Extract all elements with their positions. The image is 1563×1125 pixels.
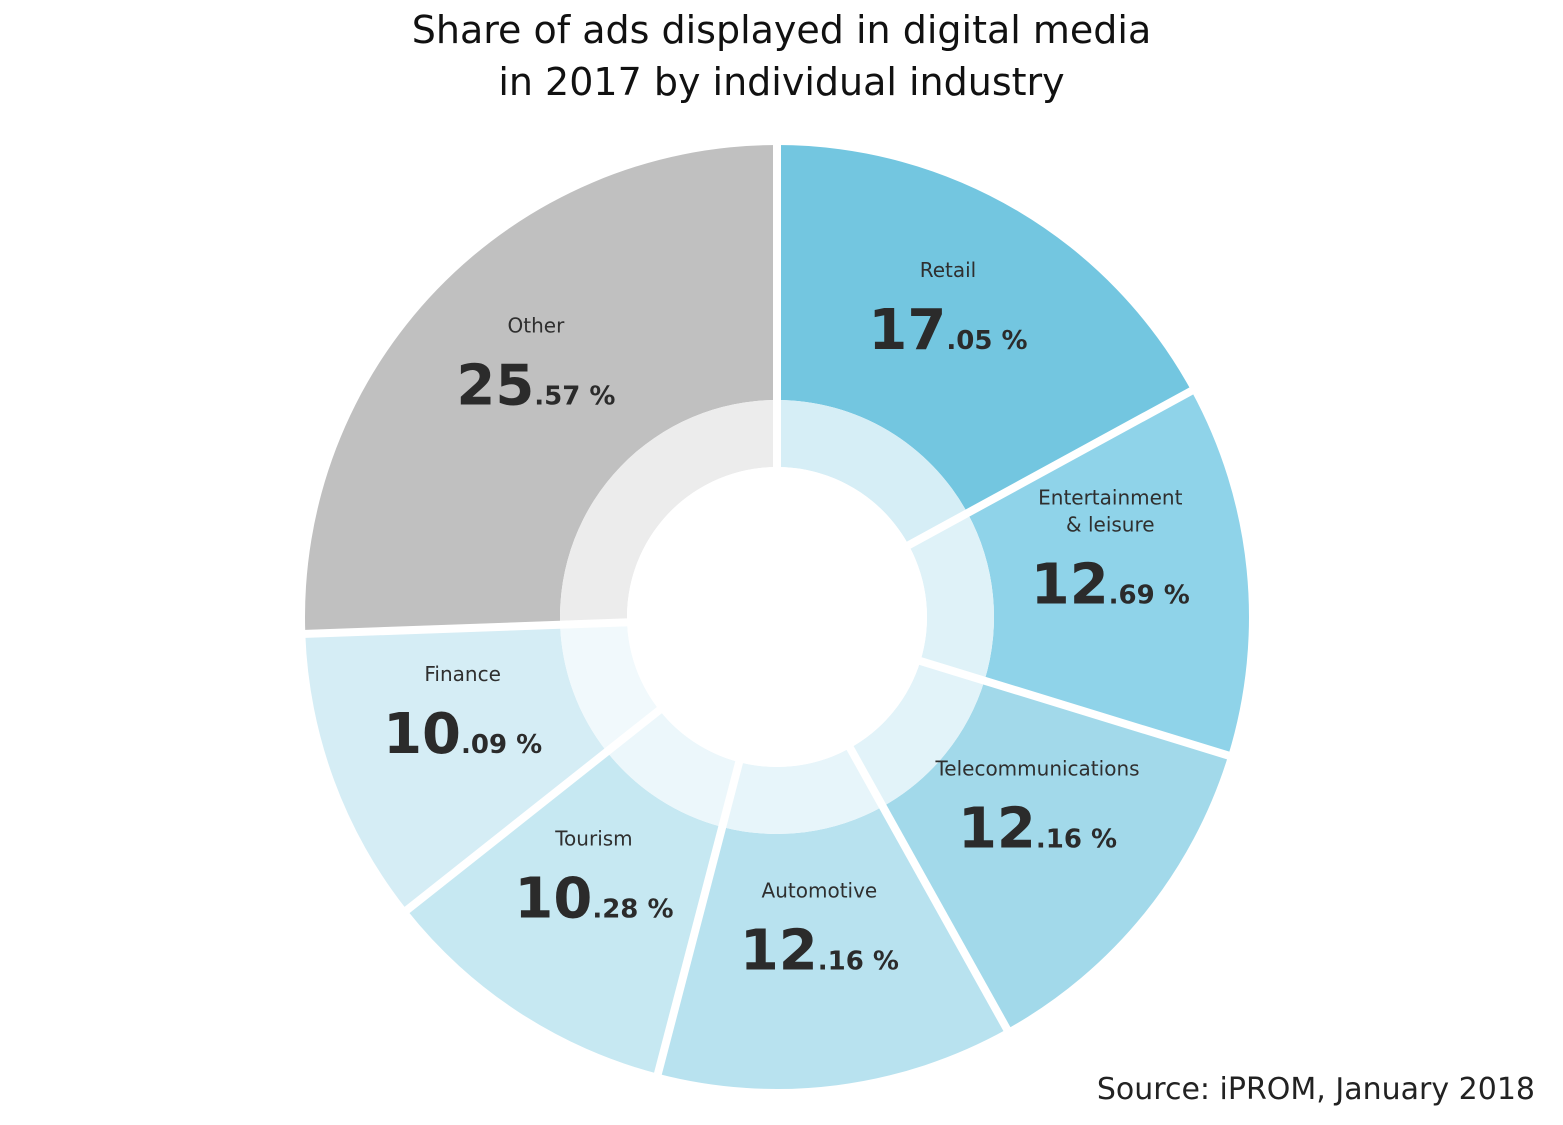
- donut-hole: [627, 467, 927, 767]
- slice-inner-other: [560, 400, 777, 625]
- slice-inner-tourism: [606, 710, 740, 827]
- slice-label-tourism: Tourism: [554, 827, 632, 851]
- slice-separator: [302, 618, 630, 639]
- slice-entertainment-leisure: [908, 390, 1249, 756]
- chart-title-line-1: Share of ads displayed in digital media: [411, 8, 1152, 52]
- slice-outer-tourism: [406, 751, 723, 1074]
- slice-outer-telecommunications: [882, 680, 1229, 1030]
- slice-outer-retail: [777, 145, 1192, 514]
- slice-outer-finance: [305, 624, 607, 911]
- slice-value-finance: 10.09 %: [383, 702, 542, 767]
- slice-inner-telecommunications: [850, 661, 985, 807]
- slice-finance: [305, 622, 660, 911]
- slice-value-telecommunications: 12.16 %: [958, 797, 1117, 862]
- slice-separator: [845, 744, 1012, 1034]
- slice-value-entertainment-leisure: 12.69 %: [1031, 552, 1190, 617]
- slice-inner-retail: [777, 400, 968, 546]
- slice-label-other: Other: [508, 313, 566, 337]
- slice-other: [304, 145, 777, 634]
- slice-separator: [905, 385, 1196, 550]
- slice-label-telecommunications: Telecommunications: [934, 757, 1139, 781]
- slice-separator: [917, 656, 1233, 761]
- slice-telecommunications: [850, 661, 1229, 1030]
- slice-value-other: 25.57 %: [456, 353, 615, 418]
- slice-separator: [653, 759, 744, 1078]
- slice-retail: [777, 145, 1192, 546]
- slice-value-tourism: 10.28 %: [514, 867, 673, 932]
- chart-title-line-2: in 2017 by individual industry: [498, 60, 1065, 104]
- slice-inner-entertainment-leisure: [908, 513, 994, 681]
- slice-value-retail: 17.05 %: [868, 298, 1027, 363]
- slice-outer-other: [304, 145, 777, 634]
- slice-inner-automotive: [722, 747, 883, 834]
- slice-inner-finance: [560, 622, 660, 752]
- slice-label-entertainment-leisure: Entertainment: [1038, 485, 1182, 509]
- slice-label-automotive: Automotive: [762, 878, 878, 902]
- slice-label-finance: Finance: [424, 662, 501, 686]
- slice-separator: [402, 705, 664, 916]
- slice-label-entertainment-leisure: & leisure: [1066, 512, 1155, 536]
- slice-tourism: [406, 710, 740, 1074]
- slice-outer-entertainment-leisure: [967, 390, 1249, 756]
- slice-label-retail: Retail: [920, 258, 977, 282]
- source-note: Source: iPROM, January 2018: [1096, 1072, 1535, 1107]
- chart-title: Share of ads displayed in digital media …: [0, 4, 1563, 108]
- slice-value-automotive: 12.16 %: [740, 918, 899, 983]
